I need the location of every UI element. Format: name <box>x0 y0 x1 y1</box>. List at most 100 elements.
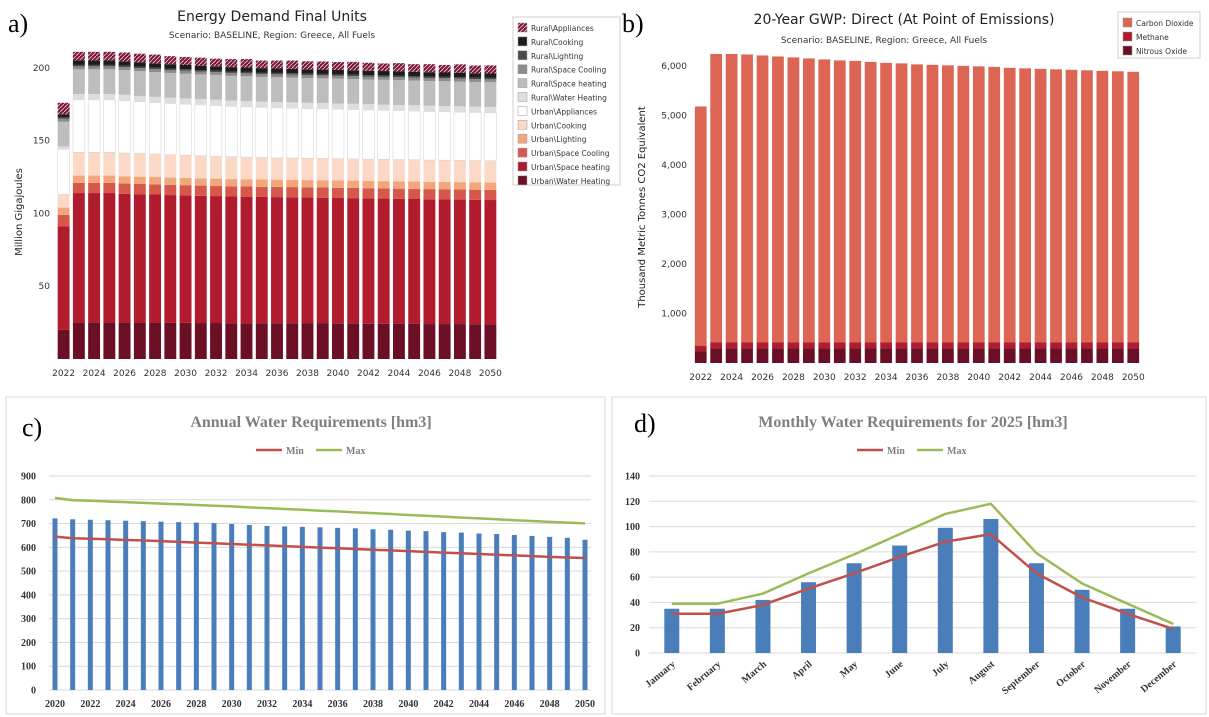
bar-segment <box>133 71 146 96</box>
bar-segment <box>148 102 162 155</box>
series-line-max <box>54 496 586 525</box>
x-tick-label: 2048 <box>448 369 471 379</box>
bar-segment <box>725 348 738 363</box>
bar-segment <box>210 323 222 359</box>
legend-swatch <box>1122 31 1133 42</box>
bar-segment <box>347 103 360 110</box>
x-tick-label: February <box>685 659 723 693</box>
bar-segment <box>332 75 344 79</box>
panel-label-d: d) <box>634 409 656 438</box>
bar-segment <box>1111 348 1124 363</box>
bar-segment <box>362 159 375 181</box>
bar-segment <box>194 104 207 157</box>
bar-segment <box>225 323 238 359</box>
bar-segment <box>362 198 375 324</box>
x-tick-label: 2040 <box>327 369 350 379</box>
bar <box>1028 563 1044 653</box>
bar-segment <box>133 176 146 185</box>
bar-segment <box>347 74 360 77</box>
bar-segment <box>972 66 985 343</box>
x-tick-label: 2046 <box>504 699 524 710</box>
bar-segment <box>787 342 800 349</box>
bar-segment <box>316 197 329 324</box>
bar-segment <box>240 323 253 359</box>
bar-segment <box>408 71 421 77</box>
bar-segment <box>271 179 283 187</box>
bar-segment <box>423 72 436 77</box>
bar-segment <box>895 342 908 349</box>
legend-label: Max <box>947 446 966 457</box>
bar-segment <box>438 199 451 325</box>
bar-segment <box>301 75 314 79</box>
bar-segment <box>103 94 116 100</box>
bar-segment <box>1034 68 1047 343</box>
bar-segment <box>818 342 831 349</box>
x-tick-label: 2038 <box>363 699 383 710</box>
bar-segment <box>149 177 162 185</box>
x-tick-label: 2048 <box>540 699 560 710</box>
bar-segment <box>408 188 421 200</box>
bar <box>140 521 146 690</box>
bar-segment <box>756 342 769 349</box>
bar-segment <box>301 73 314 76</box>
bar-segment <box>194 74 207 100</box>
x-tick-label: 2030 <box>174 369 197 379</box>
legend-label: Urban\Water Heating <box>531 177 610 186</box>
x-tick-label: 2044 <box>387 369 410 379</box>
bar-segment <box>286 68 299 74</box>
bar-segment <box>469 77 482 80</box>
bar-segment <box>864 342 877 349</box>
bar-segment <box>392 181 405 189</box>
bar-segment <box>1111 71 1124 343</box>
bar-segment <box>255 73 268 77</box>
bar-segment <box>741 348 753 363</box>
bar-segment <box>469 106 482 113</box>
bar-segment <box>392 80 405 105</box>
bar-segment <box>453 189 466 200</box>
bar-segment <box>453 81 466 107</box>
bar-segment <box>423 76 436 79</box>
bar-segment <box>864 348 877 363</box>
y-tick-label: 100 <box>21 662 36 673</box>
bar-segment <box>347 70 360 75</box>
bar-segment <box>469 324 482 359</box>
bar-segment <box>149 194 162 323</box>
bar-segment <box>72 60 85 65</box>
bar-segment <box>1065 348 1078 363</box>
bar-segment <box>210 185 222 197</box>
y-tick-label: 200 <box>33 64 50 74</box>
bar <box>709 608 725 653</box>
chart-d-bars <box>664 518 1181 653</box>
y-tick-label: 40 <box>630 598 640 609</box>
bar-segment <box>225 196 238 324</box>
bar-segment <box>377 110 390 160</box>
bar-segment <box>133 68 146 72</box>
bar-segment <box>103 322 116 359</box>
bar-segment <box>957 348 970 363</box>
bar-segment <box>57 114 70 118</box>
x-tick-label: 2040 <box>967 373 990 383</box>
panel-label-b: b) <box>622 9 644 38</box>
bar-segment <box>988 348 1001 363</box>
bar-segment <box>103 69 116 95</box>
bar-segment <box>438 64 451 73</box>
bar-segment <box>392 63 405 72</box>
bar-segment <box>423 181 436 190</box>
panel-a-energy-demand: a) Energy Demand Final Units Scenario: B… <box>8 9 621 379</box>
legend-label: Rural\Space heating <box>531 80 607 89</box>
bar-segment <box>255 196 268 324</box>
bar-segment <box>469 65 482 74</box>
bar-segment <box>179 155 192 178</box>
bar-segment <box>57 118 70 122</box>
bar-segment <box>240 67 253 72</box>
bar-segment <box>377 198 390 324</box>
panel-c-annual-water: c) Annual Water Requirements [hm3] Min Ma… <box>21 413 595 710</box>
bar-segment <box>316 78 329 104</box>
bar-segment <box>240 59 253 68</box>
chart-a-title: Energy Demand Final Units <box>177 9 367 25</box>
x-tick-label: 2026 <box>113 369 136 379</box>
y-tick-label: 80 <box>630 547 640 558</box>
bar-segment <box>164 103 177 155</box>
bar-segment <box>469 81 482 107</box>
bar-segment <box>286 179 299 188</box>
